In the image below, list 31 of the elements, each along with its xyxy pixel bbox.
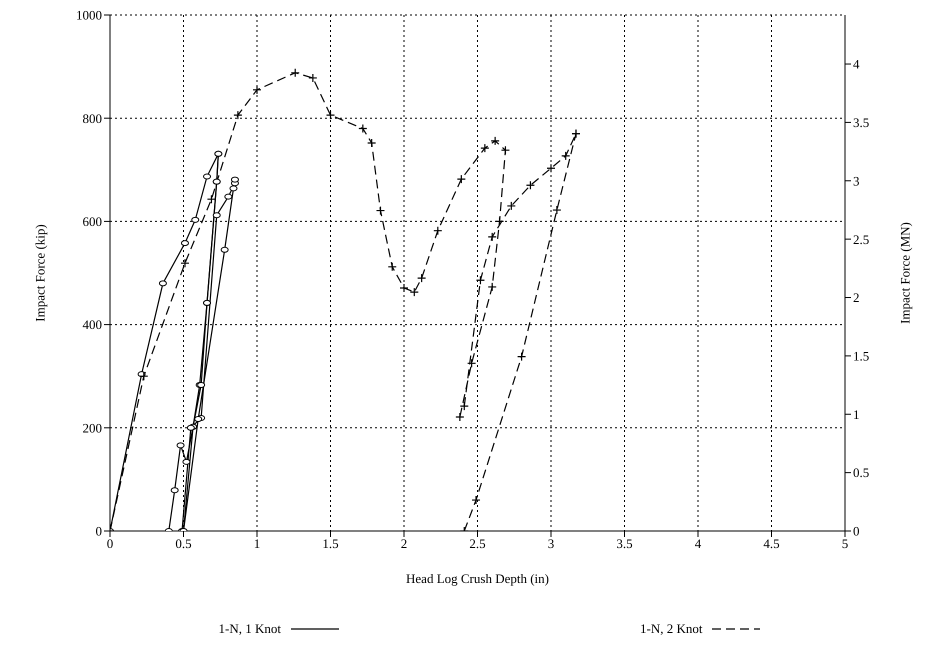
x-tick-label: 2 [400, 536, 408, 552]
x-tick-label: 1 [254, 536, 260, 552]
x-tick-label: 0 [106, 536, 114, 552]
y-tick-label: 800 [82, 110, 102, 126]
x-tick-label: 4 [694, 536, 702, 552]
y-tick-label: 600 [82, 214, 102, 230]
y2-tick-label: 2.5 [853, 232, 870, 247]
y-tick-label: 0 [96, 524, 102, 539]
x-tick-label: 3 [548, 536, 554, 552]
x-tick-label: 1.5 [322, 536, 339, 552]
legend-label: 1-N, 2 Knot [640, 621, 702, 637]
x-tick-label: 4.5 [763, 536, 780, 552]
x-tick-label: 0.5 [175, 536, 192, 552]
y2-axis-title: Impact Force (MN) [898, 222, 913, 324]
y2-tick-label: 0.5 [853, 465, 870, 480]
y2-tick-label: 1 [853, 406, 860, 422]
x-tick-label: 3.5 [616, 536, 633, 552]
y-axis-title: Impact Force (kip) [32, 224, 48, 322]
x-tick-label: 5 [842, 536, 848, 552]
y-tick-label: 1000 [76, 8, 102, 23]
x-axis-title: Head Log Crush Depth (in) [406, 571, 549, 586]
y2-tick-label: 3 [853, 173, 860, 188]
y2-tick-label: 3.5 [853, 115, 870, 130]
x-tick-label: 2.5 [469, 536, 486, 552]
y2-tick-label: 2 [853, 290, 860, 306]
y-tick-label: 400 [82, 317, 102, 332]
y2-tick-label: 4 [853, 56, 860, 72]
y2-tick-label: 1.5 [853, 348, 870, 364]
y2-tick-label: 0 [853, 524, 860, 539]
legend-label: 1-N, 1 Knot [218, 621, 281, 637]
y-tick-label: 200 [82, 420, 102, 436]
